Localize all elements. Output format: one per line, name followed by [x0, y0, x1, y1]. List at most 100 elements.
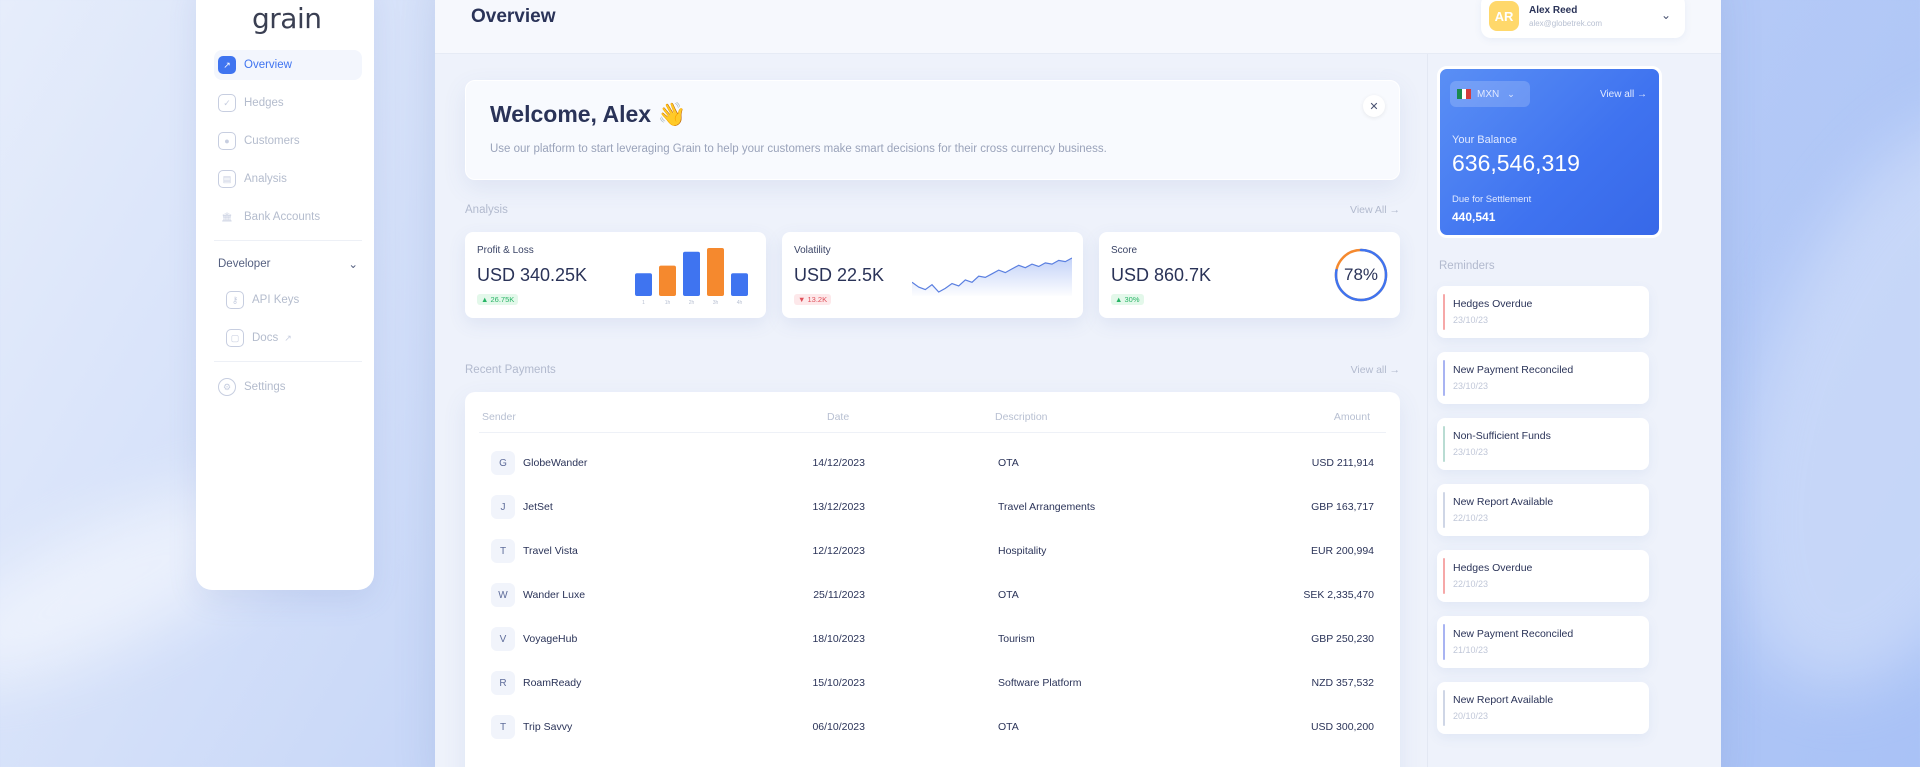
- reminder-title: New Report Available: [1453, 496, 1554, 508]
- table-row[interactable]: V VoyageHub 18/10/2023 Tourism GBP 250,2…: [465, 617, 1400, 661]
- reminder-card[interactable]: New Report Available 22/10/23: [1437, 484, 1649, 536]
- amount-cell: NZD 357,532: [1311, 677, 1374, 689]
- currency-selector[interactable]: MXN ⌄: [1450, 81, 1530, 107]
- reminder-card[interactable]: Hedges Overdue 23/10/23: [1437, 286, 1649, 338]
- page-title: Overview: [471, 6, 556, 27]
- reminder-card[interactable]: New Payment Reconciled 21/10/23: [1437, 616, 1649, 668]
- table-row[interactable]: T Travel Vista 12/12/2023 Hospitality EU…: [465, 529, 1400, 573]
- payments-header: Recent Payments View all →: [465, 362, 1400, 378]
- sender-cell: T Trip Savvy: [491, 705, 572, 749]
- reminder-title: New Payment Reconciled: [1453, 364, 1574, 376]
- reminder-date: 22/10/23: [1453, 513, 1489, 523]
- profit-loss-bar-chart: 1 1h 2h 3h 4h: [635, 248, 748, 306]
- user-icon: ●: [218, 132, 236, 150]
- sidebar-item-settings[interactable]: ⚙ Settings: [214, 372, 362, 402]
- sidebar-item-label: Analysis: [244, 173, 287, 185]
- kpi-row: Profit & Loss USD 340.25K ▲ 26.75K 1 1h 2h…: [465, 232, 1400, 318]
- currency-code: MXN: [1477, 88, 1500, 100]
- date-cell: 06/10/2023: [812, 721, 865, 733]
- reminder-title: Hedges Overdue: [1453, 298, 1533, 310]
- top-bar: Overview AR Alex Reed alex@globetrek.com…: [435, 0, 1721, 54]
- sender-cell: T Travel Vista: [491, 529, 578, 573]
- table-row[interactable]: R RoamReady 15/10/2023 Software Platform…: [465, 661, 1400, 705]
- sender-avatar: R: [491, 671, 515, 695]
- description-cell: OTA: [998, 457, 1019, 469]
- docs-icon: ▢: [226, 329, 244, 347]
- amount-cell: EUR 200,994: [1310, 545, 1374, 557]
- analysis-icon: ▤: [218, 170, 236, 188]
- reminder-title: New Report Available: [1453, 694, 1554, 706]
- balance-view-all-link[interactable]: View all →: [1599, 89, 1647, 100]
- reminder-accent: [1443, 492, 1445, 528]
- bar: [683, 251, 700, 296]
- volatility-card[interactable]: Volatility USD 22.5K ▼ 13.2K: [782, 232, 1083, 318]
- sender-avatar: T: [491, 715, 515, 739]
- sender-avatar: T: [491, 539, 515, 563]
- sender-name: GlobeWander: [523, 457, 588, 469]
- analysis-view-all-link[interactable]: View All →: [1350, 204, 1400, 216]
- column-header[interactable]: Amount: [1333, 411, 1370, 423]
- bar: [731, 273, 748, 296]
- reminder-accent: [1443, 558, 1445, 594]
- tick-label: 2h: [689, 300, 695, 306]
- reminder-date: 23/10/23: [1453, 381, 1489, 391]
- profit-loss-card[interactable]: Profit & Loss USD 340.25K ▲ 26.75K 1 1h 2h…: [465, 232, 766, 318]
- sidebar-item-analysis[interactable]: ▤ Analysis: [214, 164, 362, 194]
- gear-icon: ⚙: [218, 378, 236, 396]
- trend-badge: ▲ 26.75K: [477, 294, 519, 305]
- sidebar-item-label: Customers: [244, 135, 300, 147]
- reminder-accent: [1443, 624, 1445, 660]
- close-icon[interactable]: ✕: [1363, 95, 1385, 117]
- sidebar-item-label: Settings: [244, 381, 286, 393]
- column-header[interactable]: Sender: [482, 411, 516, 423]
- reminder-accent: [1443, 690, 1445, 726]
- sidebar-item-overview[interactable]: ↗ Overview: [214, 50, 362, 80]
- reminder-title: Non-Sufficient Funds: [1453, 430, 1551, 442]
- table-row[interactable]: J JetSet 13/12/2023 Travel Arrangements …: [465, 485, 1400, 529]
- sidebar-item-hedges[interactable]: ✓ Hedges: [214, 88, 362, 118]
- reminder-card[interactable]: New Payment Reconciled 23/10/23: [1437, 352, 1649, 404]
- sidebar-item-label: Docs: [252, 332, 279, 344]
- score-card[interactable]: Score USD 860.7K ▲ 30% 78%: [1099, 232, 1400, 318]
- column-header[interactable]: Description: [995, 411, 1048, 423]
- table-row[interactable]: W Wander Luxe 25/11/2023 OTA SEK 2,335,4…: [465, 573, 1400, 617]
- reminder-title: Hedges Overdue: [1453, 562, 1533, 574]
- divider: [1427, 54, 1428, 767]
- developer-section-toggle[interactable]: Developer ⌄: [214, 251, 362, 277]
- sender-name: Trip Savvy: [523, 721, 573, 733]
- table-row[interactable]: T Trip Savvy 06/10/2023 OTA USD 300,200: [465, 705, 1400, 749]
- payments-view-all-link[interactable]: View all →: [1350, 364, 1400, 376]
- score-percent: 78%: [1343, 265, 1379, 284]
- description-cell: Travel Arrangements: [998, 501, 1096, 513]
- description-cell: OTA: [998, 589, 1019, 601]
- reminder-card[interactable]: Hedges Overdue 22/10/23: [1437, 550, 1649, 602]
- welcome-banner: Welcome, Alex 👋 Use our platform to star…: [465, 80, 1400, 180]
- user-name: Alex Reed: [1529, 4, 1578, 16]
- sidebar-item-label: Overview: [244, 59, 292, 71]
- description-cell: Software Platform: [998, 677, 1082, 689]
- kpi-label: Profit & Loss: [477, 245, 534, 256]
- sender-name: JetSet: [523, 501, 553, 513]
- kpi-label: Score: [1111, 245, 1138, 256]
- reminder-card[interactable]: Non-Sufficient Funds 23/10/23: [1437, 418, 1649, 470]
- sender-name: VoyageHub: [523, 633, 578, 645]
- tick-label: 1h: [665, 300, 671, 306]
- reminder-date: 22/10/23: [1453, 579, 1489, 589]
- column-header[interactable]: Date: [827, 411, 850, 423]
- sidebar-item-api-keys[interactable]: ⚷ API Keys: [214, 285, 362, 315]
- reminder-accent: [1443, 426, 1445, 462]
- trend-badge: ▼ 13.2K: [794, 294, 832, 305]
- right-column: MXN ⌄ View all → Your Balance 636,546,31…: [1437, 66, 1703, 734]
- kpi-label: Volatility: [794, 245, 831, 256]
- tick-label: 3h: [713, 300, 719, 306]
- sidebar-item-bank-accounts[interactable]: 🏛 Bank Accounts: [214, 202, 362, 232]
- sidebar-item-docs[interactable]: ▢ Docs ↗: [214, 323, 362, 353]
- table-row[interactable]: G GlobeWander 14/12/2023 OTA USD 211,914: [465, 441, 1400, 485]
- sender-avatar: G: [491, 451, 515, 475]
- reminder-date: 20/10/23: [1453, 711, 1489, 721]
- reminder-card[interactable]: New Report Available 20/10/23: [1437, 682, 1649, 734]
- user-menu[interactable]: AR Alex Reed alex@globetrek.com ⌄: [1481, 0, 1685, 38]
- due-label: Due for Settlement: [1452, 194, 1532, 205]
- sidebar-item-customers[interactable]: ● Customers: [214, 126, 362, 156]
- amount-cell: GBP 163,717: [1311, 501, 1374, 513]
